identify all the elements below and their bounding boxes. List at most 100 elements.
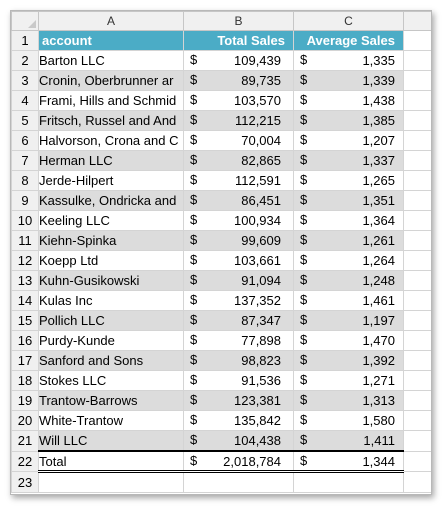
- empty-cell[interactable]: [403, 110, 431, 131]
- average-sales-cell[interactable]: $1,197: [293, 310, 404, 331]
- column-header-b[interactable]: B: [183, 11, 294, 31]
- account-cell[interactable]: Frami, Hills and Schmid: [38, 90, 184, 111]
- account-cell[interactable]: Cronin, Oberbrunner ar: [38, 70, 184, 91]
- average-sales-cell[interactable]: $1,461: [293, 290, 404, 311]
- average-sales-cell[interactable]: $1,271: [293, 370, 404, 391]
- empty-cell[interactable]: [403, 350, 431, 371]
- average-sales-cell[interactable]: $1,261: [293, 230, 404, 251]
- account-cell[interactable]: Koepp Ltd: [38, 250, 184, 271]
- row-number[interactable]: 3: [11, 70, 39, 91]
- account-cell[interactable]: Kassulke, Ondricka and: [38, 190, 184, 211]
- empty-cell[interactable]: [403, 150, 431, 171]
- total-sales-cell[interactable]: $70,004: [183, 130, 294, 151]
- empty-cell[interactable]: [403, 310, 431, 331]
- total-sales-cell[interactable]: $112,591: [183, 170, 294, 191]
- account-cell[interactable]: Trantow-Barrows: [38, 390, 184, 411]
- row-number[interactable]: 21: [11, 430, 39, 452]
- account-cell[interactable]: Barton LLC: [38, 50, 184, 71]
- account-cell[interactable]: Stokes LLC: [38, 370, 184, 391]
- average-sales-cell[interactable]: $1,264: [293, 250, 404, 271]
- account-cell[interactable]: Kulas Inc: [38, 290, 184, 311]
- empty-cell[interactable]: [38, 471, 184, 493]
- average-sales-cell[interactable]: $1,385: [293, 110, 404, 131]
- total-sales-cell[interactable]: $112,215: [183, 110, 294, 131]
- total-label-cell[interactable]: Total: [38, 450, 184, 473]
- account-cell[interactable]: Herman LLC: [38, 150, 184, 171]
- total-sales-cell[interactable]: $91,536: [183, 370, 294, 391]
- row-number[interactable]: 12: [11, 250, 39, 271]
- average-sales-cell[interactable]: $1,337: [293, 150, 404, 171]
- row-number[interactable]: 1: [11, 30, 39, 51]
- account-cell[interactable]: Jerde-Hilpert: [38, 170, 184, 191]
- total-sales-cell[interactable]: $100,934: [183, 210, 294, 231]
- empty-cell[interactable]: [293, 471, 404, 493]
- total-sales-cell[interactable]: $109,439: [183, 50, 294, 71]
- average-sales-cell[interactable]: $1,313: [293, 390, 404, 411]
- total-sales-cell[interactable]: $77,898: [183, 330, 294, 351]
- empty-cell[interactable]: [183, 471, 294, 493]
- account-cell[interactable]: Will LLC: [38, 430, 184, 452]
- average-sales-total-cell[interactable]: $1,344: [293, 450, 404, 473]
- account-cell[interactable]: Pollich LLC: [38, 310, 184, 331]
- account-cell[interactable]: Kiehn-Spinka: [38, 230, 184, 251]
- empty-cell[interactable]: [403, 410, 431, 431]
- total-sales-cell[interactable]: $99,609: [183, 230, 294, 251]
- column-header-empty[interactable]: [403, 11, 431, 31]
- average-sales-cell[interactable]: $1,265: [293, 170, 404, 191]
- column-header-c[interactable]: C: [293, 11, 404, 31]
- average-sales-cell[interactable]: $1,411: [293, 430, 404, 452]
- empty-cell[interactable]: [403, 471, 431, 493]
- total-sales-cell[interactable]: $104,438: [183, 430, 294, 452]
- header-cell-total-sales[interactable]: Total Sales: [183, 30, 294, 51]
- empty-cell[interactable]: [403, 290, 431, 311]
- account-cell[interactable]: Sanford and Sons: [38, 350, 184, 371]
- empty-cell[interactable]: [403, 430, 431, 452]
- empty-cell[interactable]: [403, 30, 431, 51]
- row-number[interactable]: 13: [11, 270, 39, 291]
- row-number[interactable]: 9: [11, 190, 39, 211]
- row-number[interactable]: 7: [11, 150, 39, 171]
- empty-cell[interactable]: [403, 190, 431, 211]
- total-sales-cell[interactable]: $123,381: [183, 390, 294, 411]
- empty-cell[interactable]: [403, 450, 431, 472]
- empty-cell[interactable]: [403, 50, 431, 71]
- average-sales-cell[interactable]: $1,248: [293, 270, 404, 291]
- header-cell-account[interactable]: account: [38, 30, 184, 51]
- average-sales-cell[interactable]: $1,438: [293, 90, 404, 111]
- row-number[interactable]: 2: [11, 50, 39, 71]
- total-sales-cell[interactable]: $98,823: [183, 350, 294, 371]
- account-cell[interactable]: Halvorson, Crona and C: [38, 130, 184, 151]
- empty-cell[interactable]: [403, 270, 431, 291]
- average-sales-cell[interactable]: $1,339: [293, 70, 404, 91]
- average-sales-cell[interactable]: $1,364: [293, 210, 404, 231]
- row-number[interactable]: 15: [11, 310, 39, 331]
- account-cell[interactable]: White-Trantow: [38, 410, 184, 431]
- average-sales-cell[interactable]: $1,207: [293, 130, 404, 151]
- average-sales-cell[interactable]: $1,470: [293, 330, 404, 351]
- total-sales-cell[interactable]: $103,570: [183, 90, 294, 111]
- column-header-a[interactable]: A: [38, 11, 184, 31]
- select-all-corner[interactable]: [11, 11, 39, 31]
- header-cell-average-sales[interactable]: Average Sales: [293, 30, 404, 51]
- total-sales-sum-cell[interactable]: $2,018,784: [183, 450, 294, 473]
- row-number[interactable]: 5: [11, 110, 39, 131]
- empty-cell[interactable]: [403, 230, 431, 251]
- account-cell[interactable]: Purdy-Kunde: [38, 330, 184, 351]
- average-sales-cell[interactable]: $1,335: [293, 50, 404, 71]
- account-cell[interactable]: Keeling LLC: [38, 210, 184, 231]
- row-number[interactable]: 22: [11, 450, 39, 472]
- average-sales-cell[interactable]: $1,580: [293, 410, 404, 431]
- row-number[interactable]: 20: [11, 410, 39, 431]
- average-sales-cell[interactable]: $1,351: [293, 190, 404, 211]
- row-number[interactable]: 10: [11, 210, 39, 231]
- row-number[interactable]: 6: [11, 130, 39, 151]
- total-sales-cell[interactable]: $89,735: [183, 70, 294, 91]
- empty-cell[interactable]: [403, 370, 431, 391]
- empty-cell[interactable]: [403, 170, 431, 191]
- total-sales-cell[interactable]: $91,094: [183, 270, 294, 291]
- row-number[interactable]: 23: [11, 471, 39, 493]
- row-number[interactable]: 16: [11, 330, 39, 351]
- empty-cell[interactable]: [403, 70, 431, 91]
- total-sales-cell[interactable]: $135,842: [183, 410, 294, 431]
- empty-cell[interactable]: [403, 250, 431, 271]
